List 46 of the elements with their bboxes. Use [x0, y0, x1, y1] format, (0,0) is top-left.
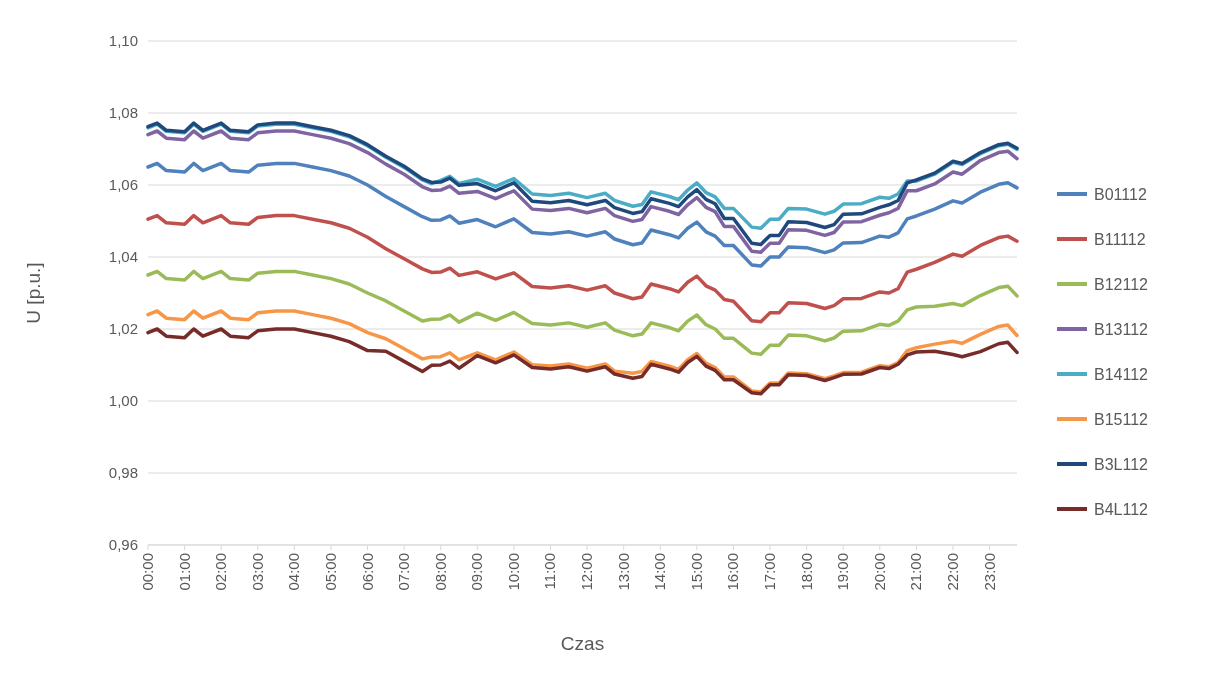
line-series: [146, 269, 1019, 356]
x-tick-label: 00:00: [139, 553, 156, 591]
y-axis-title: U [p.u.]: [23, 262, 44, 324]
y-tick-label: 0,96: [108, 536, 138, 553]
line-series: [146, 213, 1019, 324]
x-tick-label: 14:00: [651, 553, 669, 591]
legend-label: B13112: [1094, 321, 1149, 338]
x-tick-label: 07:00: [395, 553, 413, 591]
x-tick-label: 08:00: [431, 553, 449, 591]
x-tick-label: 05:00: [321, 553, 339, 591]
line-series: [146, 327, 1019, 396]
x-tick-label: 12:00: [578, 553, 596, 591]
x-tick-label: 19:00: [834, 553, 852, 591]
y-tick-label: 1,06: [108, 176, 138, 193]
x-tick-label: 17:00: [761, 553, 779, 591]
x-tick-label: 09:00: [468, 553, 486, 591]
x-tick-label: 15:00: [687, 553, 705, 591]
legend-label: B4L112: [1094, 501, 1149, 518]
x-tick-label: 13:00: [614, 553, 632, 591]
x-tick-label: 18:00: [797, 553, 815, 591]
x-tick-label: 04:00: [285, 553, 303, 591]
line-series: [146, 161, 1019, 268]
x-tick-label: 03:00: [248, 553, 266, 591]
legend-label: B11112: [1094, 231, 1146, 248]
x-tick-label: 22:00: [943, 553, 961, 591]
x-tick-label: 23:00: [980, 553, 998, 591]
y-tick-label: 1,08: [108, 104, 138, 121]
x-tick-label: 01:00: [175, 553, 193, 591]
x-tick-label: 16:00: [724, 553, 742, 591]
x-tick-label: 21:00: [907, 553, 925, 591]
x-tick-label: 02:00: [212, 553, 230, 591]
legend-label: B15112: [1094, 411, 1149, 428]
legend-label: B3L112: [1094, 456, 1149, 473]
x-tick-label: 10:00: [504, 553, 522, 591]
y-tick-label: 1,10: [108, 32, 138, 49]
y-tick-label: 0,98: [108, 464, 138, 481]
y-tick-label: 1,02: [108, 320, 138, 337]
x-tick-label: 06:00: [358, 553, 376, 591]
legend-label: B14112: [1094, 366, 1149, 383]
x-tick-label: 11:00: [541, 553, 559, 590]
x-axis-title: Czas: [560, 633, 605, 654]
x-tick-label: 20:00: [870, 553, 888, 591]
y-tick-label: 1,04: [108, 248, 138, 265]
legend-label: B01112: [1094, 186, 1147, 203]
y-tick-label: 1,00: [108, 392, 138, 409]
legend-label: B12112: [1094, 276, 1149, 293]
